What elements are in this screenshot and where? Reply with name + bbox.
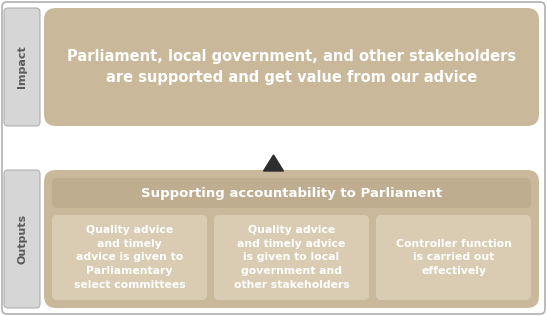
Text: Parliament, local government, and other stakeholders
are supported and get value: Parliament, local government, and other … <box>67 49 516 85</box>
FancyBboxPatch shape <box>4 8 40 126</box>
Text: Supporting accountability to Parliament: Supporting accountability to Parliament <box>141 186 442 199</box>
Text: Controller function
is carried out
effectively: Controller function is carried out effec… <box>395 239 511 276</box>
FancyBboxPatch shape <box>44 170 539 308</box>
FancyBboxPatch shape <box>52 178 531 208</box>
FancyBboxPatch shape <box>376 215 531 300</box>
Polygon shape <box>264 155 283 171</box>
FancyBboxPatch shape <box>4 170 40 308</box>
Text: Outputs: Outputs <box>17 214 27 264</box>
FancyBboxPatch shape <box>214 215 369 300</box>
Text: Quality advice
and timely advice
is given to local
government and
other stakehol: Quality advice and timely advice is give… <box>234 225 350 290</box>
Text: Quality advice
and timely
advice is given to
Parliamentary
select committees: Quality advice and timely advice is give… <box>74 225 185 290</box>
Text: Impact: Impact <box>17 46 27 88</box>
FancyBboxPatch shape <box>44 8 539 126</box>
FancyBboxPatch shape <box>52 215 207 300</box>
